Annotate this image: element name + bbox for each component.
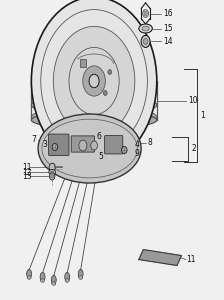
- FancyBboxPatch shape: [105, 136, 123, 154]
- Text: 8: 8: [148, 138, 153, 147]
- Circle shape: [50, 173, 55, 180]
- Ellipse shape: [41, 279, 45, 282]
- Text: 11: 11: [186, 255, 195, 264]
- Circle shape: [49, 163, 55, 172]
- Polygon shape: [139, 250, 181, 266]
- Ellipse shape: [49, 169, 56, 175]
- Text: 3: 3: [42, 140, 47, 149]
- FancyBboxPatch shape: [80, 59, 86, 67]
- Circle shape: [141, 35, 150, 47]
- Ellipse shape: [38, 114, 141, 183]
- Text: 5: 5: [99, 152, 103, 161]
- Text: 11: 11: [22, 163, 32, 172]
- Circle shape: [108, 70, 112, 74]
- Circle shape: [122, 146, 127, 154]
- Ellipse shape: [65, 279, 69, 282]
- Circle shape: [52, 143, 58, 151]
- Text: 7: 7: [31, 135, 36, 144]
- Text: 4: 4: [134, 140, 139, 149]
- Circle shape: [89, 74, 99, 88]
- Text: motograpar: motograpar: [73, 121, 106, 125]
- Circle shape: [31, 0, 157, 165]
- Circle shape: [51, 175, 54, 178]
- Ellipse shape: [40, 272, 45, 281]
- Circle shape: [143, 10, 149, 17]
- FancyBboxPatch shape: [71, 136, 95, 152]
- Circle shape: [103, 91, 107, 95]
- Text: 1: 1: [200, 111, 205, 120]
- Text: 12: 12: [22, 168, 32, 177]
- Ellipse shape: [78, 269, 83, 278]
- Circle shape: [79, 140, 87, 151]
- Circle shape: [143, 38, 148, 44]
- Text: 13: 13: [22, 172, 32, 181]
- Ellipse shape: [31, 111, 157, 129]
- Ellipse shape: [52, 282, 56, 285]
- Text: 14: 14: [164, 37, 173, 46]
- Text: 16: 16: [164, 9, 173, 18]
- Ellipse shape: [51, 171, 54, 173]
- Circle shape: [144, 11, 147, 16]
- Text: 10: 10: [188, 96, 198, 105]
- Ellipse shape: [142, 26, 149, 31]
- Ellipse shape: [42, 119, 137, 178]
- Ellipse shape: [31, 106, 157, 128]
- Ellipse shape: [65, 272, 70, 281]
- Circle shape: [53, 26, 135, 136]
- Ellipse shape: [139, 24, 152, 33]
- Ellipse shape: [51, 275, 56, 284]
- FancyBboxPatch shape: [49, 134, 69, 155]
- Text: 9: 9: [134, 148, 139, 158]
- Circle shape: [83, 66, 105, 96]
- Text: 15: 15: [164, 24, 173, 33]
- Ellipse shape: [79, 276, 83, 279]
- Ellipse shape: [27, 269, 32, 278]
- Ellipse shape: [27, 276, 31, 279]
- Circle shape: [91, 141, 97, 150]
- Text: 2: 2: [192, 144, 196, 153]
- Text: 6: 6: [96, 132, 101, 141]
- Ellipse shape: [31, 94, 157, 116]
